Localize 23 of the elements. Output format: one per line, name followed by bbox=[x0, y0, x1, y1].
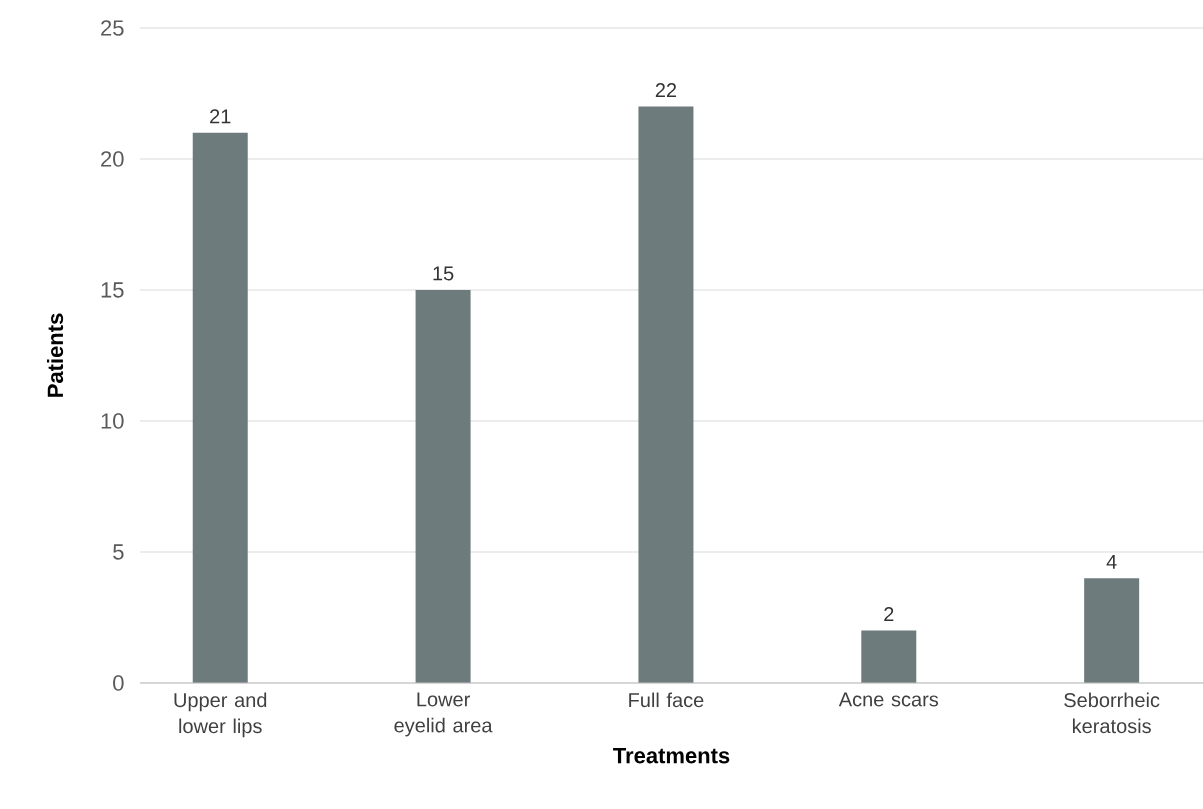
x-tick-label: Full face bbox=[629, 692, 704, 708]
data-label: 2 bbox=[884, 607, 894, 622]
y-tick-label: 20 bbox=[101, 151, 124, 167]
x-axis-title: Treatments bbox=[613, 748, 730, 764]
data-label: 15 bbox=[433, 266, 454, 281]
y-tick-label: 0 bbox=[113, 675, 124, 691]
bar bbox=[861, 630, 917, 683]
bar bbox=[415, 289, 471, 683]
y-tick-label: 25 bbox=[101, 20, 124, 36]
y-tick-label: 15 bbox=[101, 282, 124, 298]
bar bbox=[638, 106, 694, 683]
bar bbox=[192, 132, 248, 683]
x-tick-label: Acne scars bbox=[838, 692, 939, 707]
x-tick-label: Seborrheic keratosis bbox=[1064, 692, 1160, 734]
y-axis-title: Patients bbox=[46, 313, 64, 397]
data-label: 21 bbox=[210, 109, 231, 124]
bar bbox=[1084, 578, 1140, 683]
x-tick-label: Upper and lower lips bbox=[174, 692, 267, 738]
x-tick-label: Lower eyelid area bbox=[394, 692, 493, 737]
y-tick-label: 5 bbox=[113, 544, 124, 560]
data-label: 4 bbox=[1106, 554, 1117, 569]
data-label: 22 bbox=[655, 83, 677, 98]
y-tick-label: 10 bbox=[101, 413, 124, 429]
